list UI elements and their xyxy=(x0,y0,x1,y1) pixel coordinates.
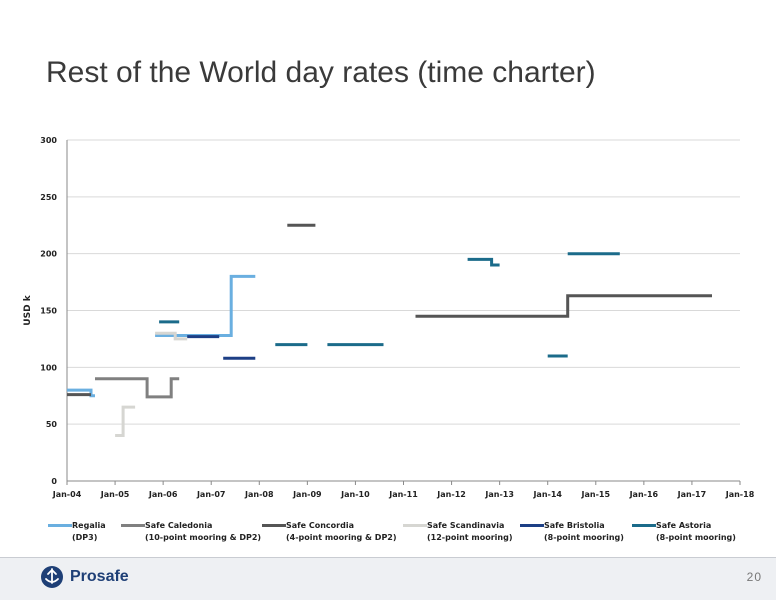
x-tick-label: Jan-05 xyxy=(100,490,130,499)
series-safe-scandinavia-line xyxy=(115,405,136,437)
x-tick-label: Jan-07 xyxy=(196,490,226,499)
x-tick-label: Jan-17 xyxy=(677,490,707,499)
x-tick-label: Jan-08 xyxy=(244,490,274,499)
x-tick-label: Jan-18 xyxy=(725,490,755,499)
x-tick-label: Jan-16 xyxy=(629,490,659,499)
x-tick-label: Jan-11 xyxy=(388,490,418,499)
x-tick-label: Jan-04 xyxy=(52,490,82,499)
legend-label: Safe Caledonia xyxy=(145,521,213,530)
legend-swatch xyxy=(262,524,286,527)
legend-sublabel: (8-point mooring) xyxy=(544,533,624,542)
logo-text: Prosafe xyxy=(70,568,129,585)
legend-label: Regalia xyxy=(72,521,106,530)
legend-swatch xyxy=(520,524,544,527)
legend-sublabel: (10-point mooring & DP2) xyxy=(145,533,262,542)
x-tick-label: Jan-13 xyxy=(484,490,514,499)
legend-sublabel: (4-point mooring & DP2) xyxy=(286,533,397,542)
legend-sublabel: (DP3) xyxy=(72,533,98,542)
prosafe-logo: Prosafe xyxy=(40,565,129,589)
y-tick-label: 50 xyxy=(46,420,58,429)
y-tick-label: 200 xyxy=(40,250,57,259)
x-tick-label: Jan-10 xyxy=(340,490,370,499)
y-tick-label: 250 xyxy=(40,193,57,202)
x-tick-label: Jan-12 xyxy=(436,490,466,499)
legend-label: Safe Bristolia xyxy=(544,521,605,530)
legend-sublabel: (12-point mooring) xyxy=(427,533,513,542)
x-tick-label: Jan-15 xyxy=(581,490,611,499)
footer-divider xyxy=(0,557,776,558)
legend-label: Safe Scandinavia xyxy=(427,521,505,530)
y-tick-label: 0 xyxy=(51,477,57,486)
legend-sublabel: (8-point mooring) xyxy=(656,533,736,542)
y-axis-label: USD k xyxy=(23,294,33,325)
x-tick-label: Jan-06 xyxy=(148,490,178,499)
x-tick-label: Jan-09 xyxy=(292,490,322,499)
series-safe-scandinavia-line xyxy=(155,331,188,341)
series-safe-astoria-line xyxy=(467,257,500,267)
legend-swatch xyxy=(121,524,145,527)
legend-swatch xyxy=(48,524,72,527)
page-number: 20 xyxy=(746,570,762,584)
prosafe-logo-icon xyxy=(41,566,63,588)
series-safe-caledonia-line xyxy=(95,377,180,399)
slide-title: Rest of the World day rates (time charte… xyxy=(46,56,596,89)
series-regalia-line xyxy=(67,388,95,398)
footer-bar xyxy=(0,557,776,600)
x-tick-label: Jan-14 xyxy=(532,490,562,499)
series-safe-concordia-line xyxy=(415,294,712,318)
y-tick-label: 300 xyxy=(40,136,57,145)
series-regalia-line xyxy=(155,274,256,337)
legend-label: Safe Astoria xyxy=(656,521,712,530)
legend-swatch xyxy=(632,524,656,527)
legend-swatch xyxy=(403,524,427,527)
day-rates-chart: 0 50 100 150 200 250 300 Jan-04 Jan-05 Jan-06 Jan-… xyxy=(23,136,755,499)
y-tick-label: 100 xyxy=(40,363,57,372)
y-tick-label: 150 xyxy=(40,307,57,316)
legend-label: Safe Concordia xyxy=(286,521,354,530)
